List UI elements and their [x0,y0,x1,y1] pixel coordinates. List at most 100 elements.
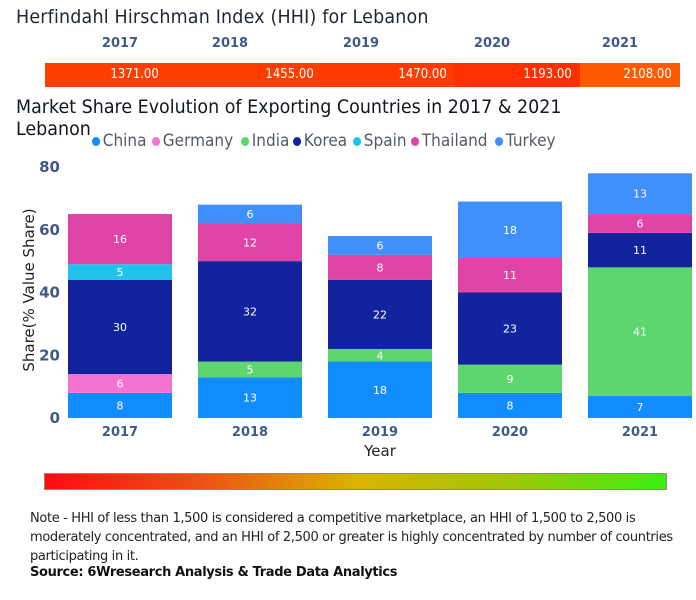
legend-item-turkey[interactable]: Turkey [495,131,556,151]
hhi-segment: 1371.00 [45,63,167,87]
bar-segment-thailand[interactable] [68,214,172,265]
hhi-segment: 1455.00 [167,63,322,87]
data-label: 8 [117,399,124,412]
bar-segment-turkey[interactable] [328,236,432,255]
legend-marker-icon [495,136,504,146]
data-label: 8 [507,399,514,412]
data-label: 6 [377,239,384,252]
hhi-segment: 1193.00 [455,63,580,87]
legend-label: Thailand [421,131,488,151]
legend-item-india[interactable]: India [240,131,290,151]
hhi-value: 1371.00 [110,67,159,82]
bar-segment-germany[interactable] [68,374,172,393]
x-tick-label: 2017 [102,425,138,440]
data-label: 6 [247,208,254,221]
data-label: 6 [117,377,124,390]
hhi-bar: 1371.00 1455.00 1470.00 1193.00 2108.00 [45,63,680,87]
y-tick-label: 80 [39,158,60,176]
bar-segment-spain[interactable] [68,264,172,280]
hhi-value: 1470.00 [398,67,447,82]
legend-marker-icon [151,136,160,146]
hhi-segment: 1470.00 [322,63,455,87]
bar-segment-india[interactable] [198,361,302,378]
data-label: 32 [243,305,257,318]
legend-item-thailand[interactable]: Thailand [411,131,488,151]
bar-segment-korea[interactable] [588,232,692,268]
bar-segment-korea[interactable] [68,279,172,375]
legend-marker-icon [352,136,361,146]
source-text: Source: 6Wresearch Analysis & Trade Data… [30,565,398,580]
bar-segment-china[interactable] [68,392,172,418]
x-tick-label: 2019 [362,425,398,440]
y-tick-label: 60 [39,221,60,239]
bar-segment-turkey[interactable] [588,173,692,215]
bar-segment-korea[interactable] [458,292,562,365]
data-label: 23 [503,323,517,336]
legend-item-korea[interactable]: Korea [293,131,348,151]
legend-label: India [251,131,290,151]
hhi-year-label: 2021 [601,36,639,51]
note-text: Note - HHI of less than 1,500 is conside… [30,511,673,564]
legend-label: Germany [162,131,233,151]
chart-title: Market Share Evolution of Exporting Coun… [16,96,562,140]
bar-segment-china[interactable] [458,392,562,418]
bar-segment-india[interactable] [328,348,432,362]
bar-segment-turkey[interactable] [198,204,302,224]
data-label: 13 [243,392,257,405]
legend-item-germany[interactable]: Germany [151,131,233,151]
data-label: 41 [633,326,647,339]
bar-segment-turkey[interactable] [458,201,562,258]
chart-legend: China Germany India Korea Spain Thailand Turke… [92,131,556,151]
bar-segment-thailand[interactable] [588,214,692,233]
data-label: 5 [117,266,124,279]
hhi-year-label: 2020 [473,36,511,51]
data-label: 11 [633,244,647,257]
data-label: 7 [637,401,644,414]
x-tick-label: 2020 [492,425,528,440]
hhi-value: 1193.00 [523,67,572,82]
bar-segment-korea[interactable] [198,261,302,362]
hhi-value: 2108.00 [623,67,672,82]
bar-segment-thailand[interactable] [198,223,302,262]
data-label: 18 [373,384,387,397]
data-label: 18 [503,224,517,237]
y-tick-label: 20 [39,346,60,364]
x-tick-label: 2021 [622,425,658,440]
legend-label: Turkey [505,131,556,151]
data-label: 22 [373,308,387,321]
y-tick-label: 40 [39,284,60,302]
bar-segment-thailand[interactable] [328,254,432,280]
stacked-bar-chart: 0 20 40 60 80 8 6 30 5 16 2017 13 5 32 12 6 2018 18 4 22 8 6 2… [39,158,692,440]
x-tick-label: 2018 [232,425,268,440]
bar-segment-china[interactable] [328,361,432,418]
y-tick-label: 0 [50,409,60,427]
y-axis-label: Share(% Value Share) [20,208,38,372]
bar-segment-india[interactable] [458,364,562,393]
legend-item-spain[interactable]: Spain [352,131,407,151]
hhi-value: 1455.00 [265,67,314,82]
data-label: 16 [113,233,127,246]
data-label: 12 [243,236,257,249]
legend-marker-icon [92,136,101,146]
bar-segment-thailand[interactable] [458,257,562,293]
bar-segment-korea[interactable] [328,279,432,349]
legend-marker-icon [293,136,302,146]
hhi-year-label: 2017 [101,36,139,51]
legend-marker-icon [411,136,420,146]
hhi-segment: 2108.00 [580,63,680,87]
x-axis-label: Year [364,442,396,460]
hhi-color-scale [44,473,667,490]
legend-marker-icon [240,136,249,146]
data-label: 9 [507,373,514,386]
data-label: 6 [637,217,644,230]
legend-label: Spain [363,131,407,151]
legend-item-china[interactable]: China [92,131,147,151]
data-label: 13 [633,188,647,201]
bar-segment-china[interactable] [588,396,692,418]
data-label: 30 [113,321,127,334]
bar-segment-china[interactable] [198,377,302,418]
hhi-year-label: 2018 [211,36,249,51]
data-label: 5 [247,363,254,376]
bar-segment-india[interactable] [588,267,692,397]
hhi-year-row: 2017 2018 2019 2020 2021 [45,36,681,56]
